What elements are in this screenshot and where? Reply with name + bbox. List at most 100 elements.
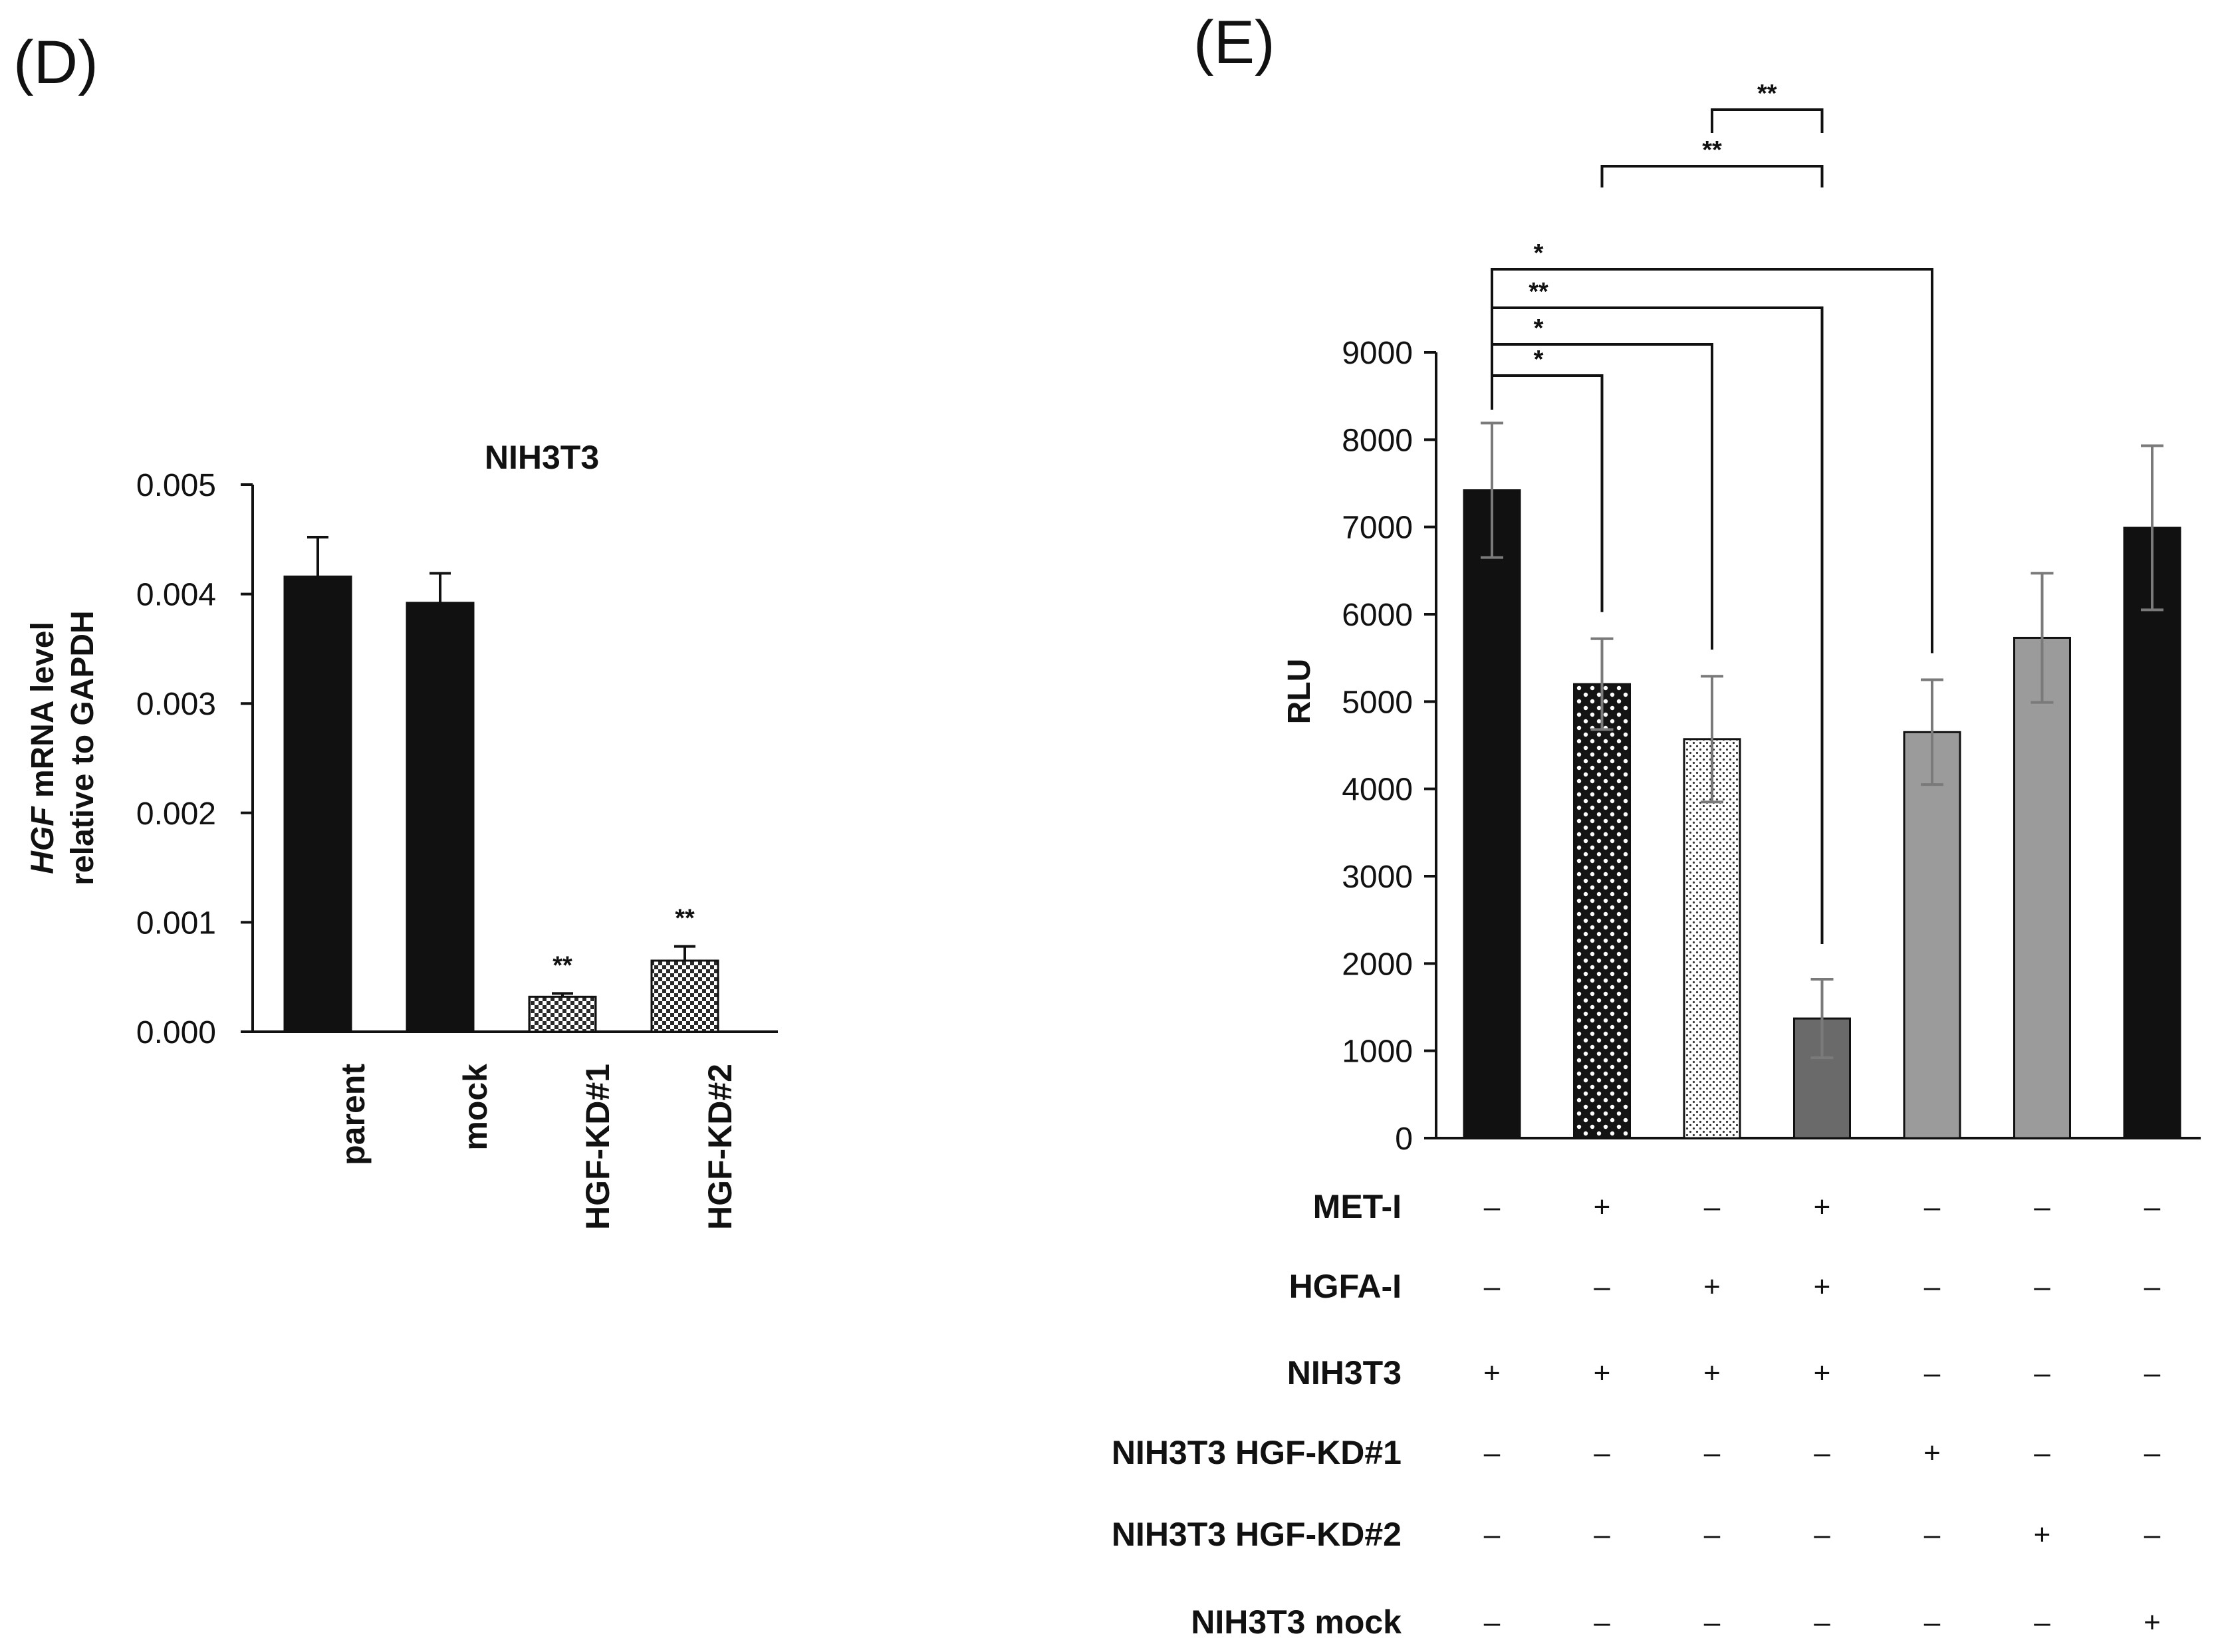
condition-label: NIH3T3 mock: [1191, 1603, 1402, 1641]
significance-label: **: [1529, 278, 1548, 306]
y-tick-label: 2000: [1342, 947, 1413, 982]
y-axis-label: HGF mRNA level: [25, 622, 61, 874]
condition-sign: +: [1703, 1357, 1721, 1389]
bars: ** **: [283, 536, 719, 1033]
chart-title: NIH3T3: [485, 439, 599, 476]
condition-row: HGFA-I – – + + – – –: [1289, 1268, 2161, 1305]
condition-sign: –: [2034, 1437, 2050, 1469]
condition-sign: –: [1924, 1191, 1941, 1223]
condition-sign: –: [2144, 1518, 2161, 1551]
panel-label-d: (D): [13, 29, 98, 96]
y-axis-label: RLU: [1282, 659, 1317, 725]
condition-sign: –: [2034, 1191, 2050, 1223]
condition-label: NIH3T3 HGF-KD#2: [1112, 1516, 1402, 1553]
condition-label: NIH3T3: [1287, 1354, 1402, 1391]
condition-sign: –: [1484, 1191, 1501, 1223]
y-axis-label-line2: relative to GAPDH: [65, 610, 100, 885]
y-tick-label: 0.001: [136, 905, 216, 941]
bar: [1903, 731, 1961, 1139]
condition-row: NIH3T3 HGF-KD#1 – – – – + – –: [1112, 1434, 2161, 1471]
bar: [1683, 738, 1741, 1139]
condition-sign: –: [1704, 1606, 1721, 1639]
condition-sign: –: [1484, 1270, 1501, 1303]
condition-sign: +: [1594, 1357, 1611, 1389]
x-category-labels: parent mock HGF-KD#1 HGF-KD#2: [334, 1064, 739, 1230]
condition-sign: +: [1703, 1270, 1721, 1303]
significance-label: **: [1702, 136, 1722, 164]
condition-sign: –: [1484, 1606, 1501, 1639]
panel-d: (D) NIH3T3 HGF mRNA level relative to GA…: [13, 29, 778, 1230]
y-tick-label: 3000: [1342, 860, 1413, 895]
condition-sign: +: [1814, 1191, 1831, 1223]
significance-bracket: [1491, 306, 1824, 944]
condition-sign: +: [1594, 1191, 1611, 1223]
condition-row: NIH3T3 mock – – – – – – +: [1191, 1603, 2161, 1641]
condition-sign: –: [1924, 1357, 1941, 1389]
significance-brackets: *********: [1491, 80, 1933, 944]
condition-sign: –: [1814, 1518, 1830, 1551]
condition-sign: –: [1704, 1437, 1721, 1469]
condition-sign: +: [1814, 1357, 1831, 1389]
condition-sign: –: [2034, 1357, 2050, 1389]
condition-sign: –: [1594, 1437, 1610, 1469]
bar: [1573, 683, 1631, 1139]
panel-label-e: (E): [1193, 9, 1275, 76]
condition-row: NIH3T3 + + + + – – –: [1287, 1354, 2161, 1391]
category-label: mock: [457, 1064, 494, 1151]
y-tick-label: 0.004: [136, 578, 216, 613]
condition-sign: –: [1594, 1518, 1610, 1551]
significance-bracket: [1491, 374, 1604, 612]
y-tick-label: 9000: [1342, 336, 1413, 371]
bars: [1463, 421, 2181, 1139]
significance-label: *: [1534, 346, 1544, 374]
bar: [2013, 636, 2071, 1139]
y-tick-label: 0.000: [136, 1015, 216, 1050]
condition-sign: –: [2144, 1191, 2161, 1223]
condition-table: MET-I – + – + – – –HGFA-I – – + + – – –NIH3T3 + + + + – – –NI…: [1112, 1188, 2161, 1641]
condition-sign: +: [1814, 1270, 1831, 1303]
bar: [1463, 489, 1521, 1139]
significance-bracket: [1711, 108, 1824, 133]
y-ticks: 0 1000 2000 3000 4000 5000 6000 7000 8000 9000: [1342, 336, 1436, 1157]
y-tick-label: 5000: [1342, 685, 1413, 720]
condition-sign: –: [1814, 1437, 1830, 1469]
y-tick-label: 0.002: [136, 796, 216, 832]
y-tick-label: 1000: [1342, 1034, 1413, 1070]
bar: [406, 602, 475, 1033]
condition-sign: –: [1594, 1270, 1610, 1303]
category-label: HGF-KD#2: [701, 1064, 739, 1230]
condition-row: NIH3T3 HGF-KD#2 – – – – – + –: [1112, 1516, 2161, 1553]
condition-sign: –: [2144, 1270, 2161, 1303]
condition-label: HGFA-I: [1289, 1268, 1402, 1305]
condition-sign: –: [1594, 1606, 1610, 1639]
significance-bracket: [1600, 165, 1824, 187]
condition-row: MET-I – + – + – – –: [1313, 1188, 2161, 1225]
y-tick-label: 6000: [1342, 598, 1413, 633]
condition-sign: +: [1483, 1357, 1501, 1389]
condition-sign: –: [2034, 1606, 2050, 1639]
condition-sign: +: [1923, 1437, 1941, 1469]
y-axis-label-gene: HGF: [25, 806, 61, 874]
category-label: parent: [334, 1064, 372, 1165]
significance-label: **: [1757, 80, 1777, 108]
bar: [528, 995, 597, 1033]
y-ticks: 0.000 0.001 0.002 0.003 0.004 0.005: [136, 468, 253, 1050]
condition-sign: –: [1814, 1606, 1830, 1639]
condition-sign: –: [1924, 1270, 1941, 1303]
condition-sign: –: [1484, 1518, 1501, 1551]
panel-e: (E) RLU 0 1000 2000 3000 4000 5000 6000 7000 800…: [1112, 9, 2201, 1641]
condition-sign: –: [1924, 1518, 1941, 1551]
y-tick-label: 4000: [1342, 772, 1413, 808]
y-tick-label: 8000: [1342, 423, 1413, 458]
bar: [2123, 527, 2181, 1139]
bar: [283, 575, 352, 1033]
condition-sign: +: [2144, 1606, 2161, 1639]
y-tick-label: 0.003: [136, 687, 216, 722]
y-tick-label: 0.005: [136, 468, 216, 503]
condition-sign: –: [2034, 1270, 2050, 1303]
category-label: HGF-KD#1: [579, 1064, 616, 1230]
condition-sign: –: [1704, 1518, 1721, 1551]
y-tick-label: 7000: [1342, 511, 1413, 546]
condition-sign: –: [1924, 1606, 1941, 1639]
